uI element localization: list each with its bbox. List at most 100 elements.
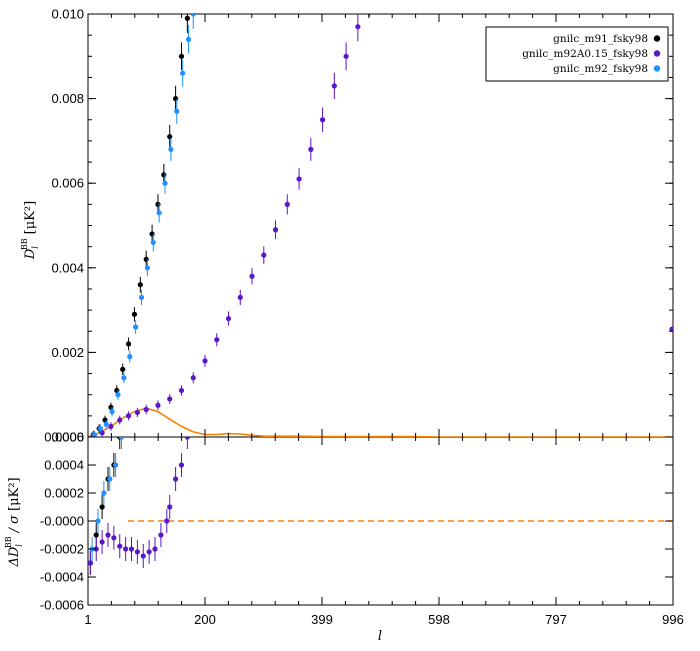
top-point-s1-13: [225, 315, 232, 322]
bottom-point-s1-5: [117, 543, 123, 549]
top-point-s2-11: [156, 210, 162, 216]
top-ytick-label-0: 0.000: [51, 430, 84, 445]
top-point-s2-3: [109, 409, 115, 415]
bottom-point-s1-0: [88, 560, 93, 566]
top-point-s1-17: [272, 227, 279, 233]
top-ytick-label-4: 0.008: [51, 91, 84, 106]
top-point-s1-19: [296, 176, 302, 182]
bottom-point-s1-2: [99, 539, 105, 545]
bottom-ylabel-sub: l: [15, 544, 24, 547]
top-point-s1-22: [331, 83, 337, 89]
top-point-s2-14: [174, 108, 180, 114]
bottom-point-s1-7: [128, 546, 135, 552]
top-point-s0-8: [137, 282, 143, 288]
top-point-s1-11: [202, 358, 208, 364]
top-point-s0-9: [143, 256, 149, 262]
xtick-label-1: 200: [194, 612, 216, 627]
top-point-s1-21: [319, 117, 326, 123]
top-point-s1-5: [134, 409, 140, 416]
top-point-s1-10: [190, 375, 196, 381]
legend-label-m91: gnilc_m91_fsky98: [553, 33, 648, 45]
top-point-s1-3: [117, 417, 123, 423]
bottom-point-s1-11: [152, 546, 158, 552]
top-point-s1-18: [284, 201, 290, 207]
top-point-s1-12: [214, 337, 220, 343]
top-point-s0-12: [161, 172, 167, 178]
svg-text:DlBB[μK²]: DlBB [μK²]: [20, 201, 40, 260]
xtick-label-3: 598: [428, 612, 450, 627]
bottom-point-s1-14: [167, 504, 173, 510]
top-ytick-label-2: 0.004: [51, 260, 84, 275]
top-point-s0-5: [120, 366, 126, 372]
top-ylabel-main: D: [23, 248, 38, 260]
top-point-s1-2: [108, 423, 114, 430]
bottom-ytick-label-3: -0.0000: [40, 514, 84, 529]
legend-label-m92a: gnilc_m92A0.15_fsky98: [522, 48, 648, 60]
top-point-s2-5: [121, 375, 127, 381]
bottom-point-s1-3: [105, 532, 111, 538]
bottom-point-s1-10: [146, 549, 152, 555]
top-point-s2-7: [133, 324, 139, 330]
bottom-ylabel-sup: BB: [4, 536, 13, 548]
bottom-ytick-label-6: 0.0006: [44, 430, 84, 445]
top-ytick-label-3: 0.006: [51, 176, 84, 191]
legend: gnilc_m91_fsky98 gnilc_m92A0.15_fsky98 g…: [485, 26, 669, 82]
x-axis-label: l: [378, 629, 382, 644]
top-point-s1-14: [237, 294, 243, 301]
bottom-ylabel-rest: / σ: [7, 514, 22, 535]
top-point-s0-14: [173, 96, 179, 102]
bottom-ytick-label-1: -0.0004: [40, 570, 84, 585]
top-point-s0-6: [125, 341, 132, 347]
top-point-s1-23: [343, 53, 349, 59]
top-point-s1-4: [125, 413, 132, 419]
top-point-s2-13: [168, 146, 174, 152]
legend-box: [485, 26, 669, 82]
bottom-point-s1-13: [164, 518, 170, 524]
top-point-s1-7: [155, 402, 161, 408]
top-point-s2-4: [115, 392, 121, 398]
top-point-s2-6: [127, 354, 133, 360]
bottom-ytick-label-5: 0.0004: [44, 458, 84, 473]
top-point-s0-15: [178, 53, 185, 59]
legend-marker-m91: [653, 35, 661, 42]
bottom-point-s2-5: [118, 437, 125, 440]
bottom-ytick-label-4: 0.0002: [44, 486, 84, 501]
bottom-panel-marks: [88, 437, 673, 575]
bottom-point-s1-15: [173, 476, 179, 482]
legend-marker-m92a: [653, 50, 661, 57]
top-point-s1-6: [143, 406, 149, 413]
bottom-point-s2-1: [95, 518, 101, 524]
xtick-label-2: 399: [311, 612, 333, 627]
bottom-point-s1-9: [140, 553, 146, 559]
top-point-s2-15: [180, 70, 186, 76]
xtick-label-0: 1: [84, 612, 91, 627]
top-point-s2-17: [190, 14, 196, 17]
bottom-ytick-label-0: -0.0006: [40, 598, 84, 613]
top-point-s0-7: [131, 311, 138, 317]
top-isolated-point: [669, 326, 673, 332]
bottom-point-s0-1: [93, 532, 99, 538]
legend-marker-m92: [653, 65, 661, 72]
top-ylabel-unit: [μK²]: [23, 201, 38, 235]
bottom-point-s0-2: [99, 504, 105, 510]
top-point-s2-10: [150, 239, 156, 246]
top-point-s1-9: [178, 387, 185, 394]
top-point-s1-20: [308, 146, 314, 152]
top-point-s1-25: [367, 0, 372, 4]
bottom-point-s1-4: [111, 535, 117, 541]
top-point-s0-16: [184, 15, 190, 21]
top-point-s0-13: [167, 134, 173, 140]
bottom-point-s1-16: [178, 462, 185, 468]
top-point-s2-12: [162, 180, 168, 186]
axis-ticks: 0.000 0.002 0.004 0.006 0.008 0.010 -0.0006 -0.…: [40, 7, 684, 628]
top-point-s2-0: [91, 432, 98, 437]
bottom-ylabel-unit: [μK²]: [7, 477, 22, 511]
top-point-s0-11: [155, 201, 161, 207]
bottom-point-s1-1: [93, 546, 99, 552]
bottom-point-s1-8: [134, 549, 140, 555]
top-point-s2-9: [144, 265, 150, 271]
top-ylabel: DlBB [μK²]: [20, 201, 40, 260]
top-point-s0-10: [149, 231, 155, 237]
top-ytick-label-5: 0.010: [51, 7, 84, 22]
